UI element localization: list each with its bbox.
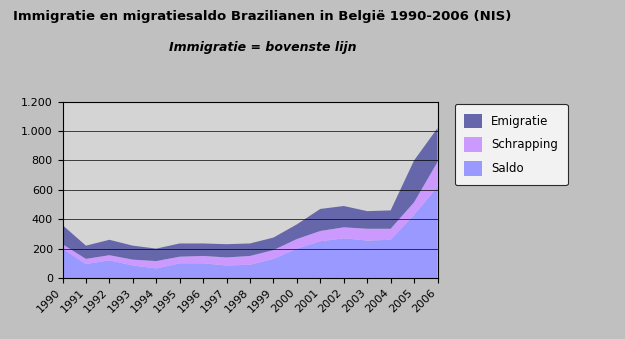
Text: Immigratie en migratiesaldo Brazilianen in België 1990-2006 (NIS): Immigratie en migratiesaldo Brazilianen … — [13, 10, 512, 23]
Text: Immigratie = bovenste lijn: Immigratie = bovenste lijn — [169, 41, 356, 54]
Legend: Emigratie, Schrapping, Saldo: Emigratie, Schrapping, Saldo — [454, 104, 568, 185]
